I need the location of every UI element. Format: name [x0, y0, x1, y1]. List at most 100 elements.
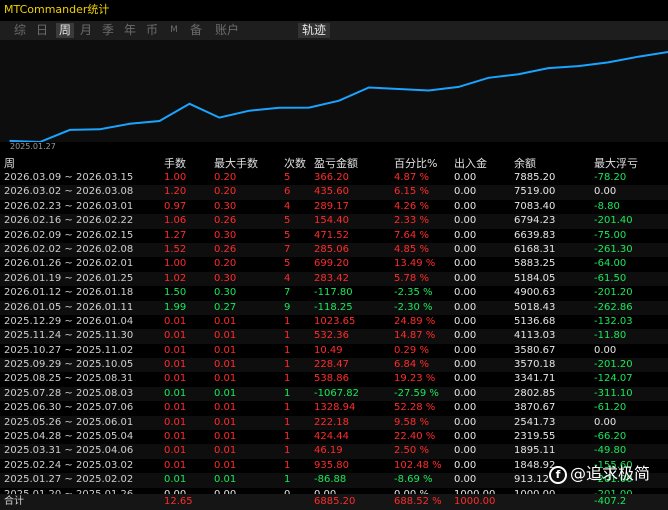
- table-cell-inout: 0.00: [454, 387, 477, 399]
- table-row[interactable]: 2026.01.19 ~ 2026.01.25 1.02 0.30 4 283.42 5.…: [0, 271, 668, 287]
- table-cell-lots: 1.20: [164, 186, 187, 198]
- table-cell-max-float: -66.20: [594, 431, 627, 443]
- table-row[interactable]: 2025.06.30 ~ 2025.07.06 0.01 0.01 1 1328.94 5…: [0, 401, 668, 415]
- table-cell-max-lots: 0.01: [214, 344, 237, 356]
- table-row[interactable]: 2025.01.27 ~ 2025.02.02 0.01 0.01 1 -86.88 -8…: [0, 473, 668, 488]
- table-row[interactable]: 2025.11.24 ~ 2025.11.30 0.01 0.01 1 532.36 14…: [0, 329, 668, 344]
- balance-point: [637, 55, 639, 58]
- table-row[interactable]: 2025.09.29 ~ 2025.10.05 0.01 0.01 1 228.47 6.…: [0, 358, 668, 373]
- table-row[interactable]: 2026.02.02 ~ 2026.02.08 1.52 0.26 7 285.06 4.…: [0, 242, 668, 258]
- balance-chart: [0, 40, 668, 142]
- table-cell-pct: 4.87 %: [394, 172, 429, 183]
- table-cell-max-lots: 0.26: [214, 243, 237, 255]
- table-cell-max-lots: 0.01: [214, 330, 237, 342]
- table-cell-inout: 0.00: [454, 459, 477, 471]
- table-row[interactable]: 2025.10.27 ~ 2025.11.02 0.01 0.01 1 10.49 0.2…: [0, 344, 668, 358]
- table-row[interactable]: 2025.03.31 ~ 2025.04.06 0.01 0.01 1 46.19 2.5…: [0, 444, 668, 459]
- table-cell-inout: 0.00: [454, 445, 477, 457]
- table-cell-max-lots: 0.30: [214, 287, 237, 299]
- balance-point: [487, 77, 490, 79]
- total-row: 合计 12.65 6885.20 688.52 % 1000.00 -407.2: [0, 494, 668, 510]
- table-cell-week: 2025.02.24 ~ 2025.03.02: [4, 459, 134, 471]
- table-cell-count: 1: [284, 402, 291, 414]
- balance-point: [218, 116, 221, 119]
- header-pnl: 盈亏金额: [314, 157, 358, 170]
- table-row[interactable]: 2026.03.09 ~ 2026.03.15 1.00 0.20 5 366.20 4.…: [0, 171, 668, 185]
- table-row[interactable]: 2026.03.02 ~ 2026.03.08 1.20 0.20 6 435.60 6.…: [0, 185, 668, 200]
- table-row[interactable]: 2026.01.12 ~ 2026.01.18 1.50 0.30 7 -117.80 -…: [0, 286, 668, 300]
- table-cell-week: 2025.06.30 ~ 2025.07.06: [4, 402, 134, 414]
- table-cell-inout: 0.00: [454, 186, 477, 198]
- table-cell-week: 2025.11.24 ~ 2025.11.30: [4, 330, 134, 342]
- table-row[interactable]: 2026.02.16 ~ 2026.02.22 1.06 0.26 5 154.40 2.…: [0, 214, 668, 229]
- tab-week[interactable]: 周: [56, 23, 74, 38]
- table-row[interactable]: 2026.01.26 ~ 2026.02.01 1.00 0.20 5 699.20 13…: [0, 257, 668, 271]
- table-cell-inout: 0.00: [454, 243, 477, 255]
- table-cell-lots: 0.01: [164, 387, 187, 399]
- total-lots: 12.65: [164, 496, 193, 507]
- tab-overview[interactable]: 综: [13, 23, 26, 37]
- table-cell-balance: 5883.25: [514, 258, 556, 270]
- tab-month[interactable]: 月: [79, 23, 92, 37]
- table-cell-week: 2026.01.26 ~ 2026.02.01: [4, 258, 134, 270]
- table-row[interactable]: 2025.07.28 ~ 2025.08.03 0.01 0.01 1 -1067.82…: [0, 386, 668, 402]
- balance-point: [607, 61, 609, 64]
- table-cell-pnl: -118.25: [314, 301, 353, 313]
- table-row[interactable]: 2026.02.23 ~ 2026.03.01 0.97 0.30 4 289.17 4.…: [0, 200, 668, 214]
- tab-account[interactable]: 账户: [214, 23, 239, 37]
- table-cell-max-float: -8.80: [594, 200, 620, 212]
- table-cell-balance: 5136.68: [514, 315, 556, 327]
- table-cell-max-lots: 0.27: [214, 301, 237, 313]
- table-cell-max-float: -201.20: [594, 287, 633, 299]
- table-cell-pct: 14.87 %: [394, 330, 436, 342]
- table-row[interactable]: 2025.12.29 ~ 2026.01.04 0.01 0.01 1 1023.65 2…: [0, 315, 668, 329]
- balance-point: [39, 141, 41, 142]
- tab-note[interactable]: 备: [189, 23, 202, 37]
- table-cell-balance: 3580.67: [514, 344, 556, 356]
- weekly-stats-table: 2026.03.09 ~ 2026.03.15 1.00 0.20 5 366.20 4.…: [0, 171, 668, 502]
- table-cell-max-float: -61.20: [594, 402, 627, 414]
- table-cell-pnl: 285.06: [314, 243, 349, 255]
- table-cell-pnl: -117.80: [314, 287, 353, 299]
- table-cell-count: 1: [284, 416, 291, 428]
- table-row[interactable]: 2026.02.09 ~ 2026.02.15 1.27 0.30 5 471.52 7.…: [0, 229, 668, 243]
- table-row[interactable]: 2025.04.28 ~ 2025.05.04 0.01 0.01 1 424.44 22…: [0, 430, 668, 444]
- table-cell-pct: 102.48 %: [394, 459, 442, 471]
- table-cell-max-float: 0.00: [594, 186, 617, 198]
- table-cell-max-float: -155.60: [594, 459, 633, 471]
- table-cell-inout: 0.00: [454, 272, 477, 284]
- table-cell-lots: 0.01: [164, 416, 187, 428]
- balance-point: [457, 86, 460, 88]
- header-week: 周: [4, 157, 15, 170]
- header-pct: 百分比%: [394, 157, 438, 170]
- balance-line: [9, 51, 668, 142]
- table-cell-pct: 24.89 %: [394, 315, 436, 327]
- table-cell-inout: 0.00: [454, 402, 477, 414]
- table-cell-inout: 0.00: [454, 474, 477, 486]
- table-cell-count: 1: [284, 431, 291, 443]
- window-title: MTCommander统计: [4, 3, 110, 16]
- table-cell-max-float: -261.30: [594, 243, 633, 255]
- table-cell-week: 2025.04.28 ~ 2025.05.04: [4, 431, 134, 443]
- table-row[interactable]: 2025.08.25 ~ 2025.08.31 0.01 0.01 1 538.86 19…: [0, 372, 668, 386]
- tab-quarter[interactable]: 季: [101, 23, 114, 37]
- balance-point: [577, 65, 580, 67]
- tab-currency[interactable]: 币: [145, 23, 158, 37]
- tab-magic[interactable]: M: [170, 25, 178, 35]
- tab-trajectory[interactable]: 轨迹: [298, 23, 331, 38]
- table-cell-pct: 7.64 %: [394, 229, 429, 241]
- tab-day[interactable]: 日: [35, 23, 48, 37]
- table-cell-balance: 3570.18: [514, 359, 556, 371]
- table-row[interactable]: 2025.05.26 ~ 2025.06.01 0.01 0.01 1 222.18 9.…: [0, 415, 668, 431]
- table-cell-pct: -2.35 %: [394, 287, 433, 299]
- period-tab-bar: 综 日 周 月 季 年 币 M 备 账户 轨迹: [0, 21, 668, 40]
- table-cell-pnl: 699.20: [314, 258, 349, 270]
- table-row[interactable]: 2025.02.24 ~ 2025.03.02 0.01 0.01 1 935.80 10…: [0, 459, 668, 473]
- tab-year[interactable]: 年: [123, 23, 136, 37]
- table-cell-count: 1: [284, 387, 291, 399]
- table-cell-lots: 1.02: [164, 272, 187, 284]
- table-row[interactable]: 2026.01.05 ~ 2026.01.11 1.99 0.27 9 -118.25 -…: [0, 300, 668, 315]
- table-cell-balance: 3870.67: [514, 402, 556, 414]
- table-cell-max-float: -201.40: [594, 215, 633, 227]
- table-cell-max-lots: 0.30: [214, 229, 237, 241]
